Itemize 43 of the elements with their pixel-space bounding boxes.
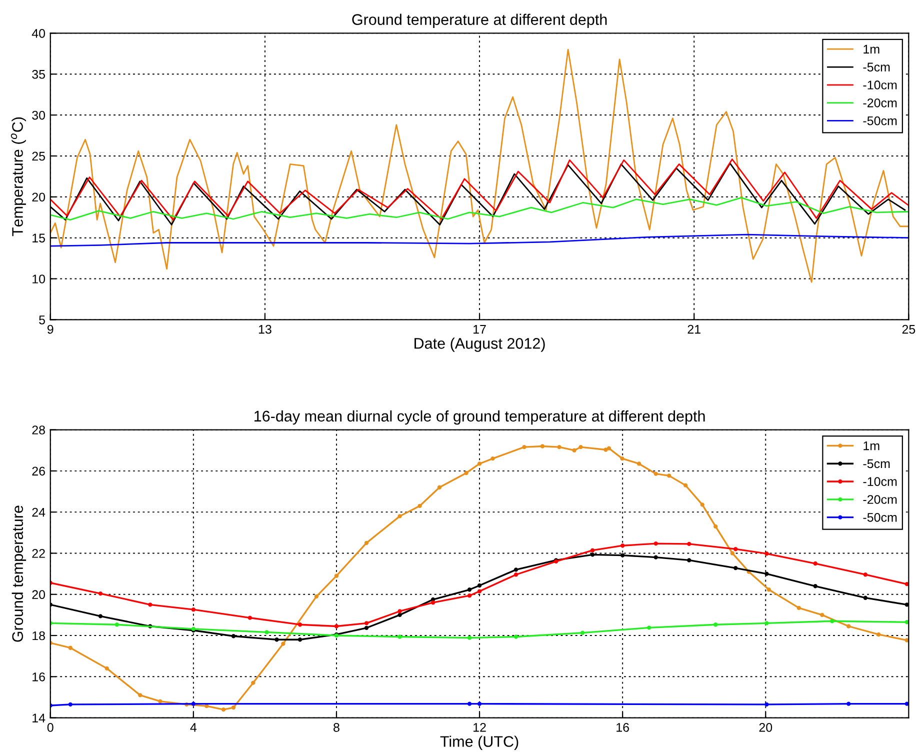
y-tick-label: 24 [32, 508, 46, 517]
x-axis-title: Time (UTC) [440, 736, 518, 750]
x-tick-label: 12 [474, 723, 486, 732]
legend-label: -5cm [863, 459, 890, 468]
y-tick-label: 10 [32, 274, 46, 284]
y-axis-title: Temperature ($^{o}$C) [10, 117, 26, 236]
x-tick-label: 9 [47, 324, 54, 334]
x-tick-label: 20 [759, 723, 772, 732]
legend-label: -10cm [863, 80, 897, 90]
x-tick-label: 21 [688, 324, 700, 334]
x-tick-label: 25 [902, 324, 916, 334]
y-tick-label: 5 [39, 316, 45, 324]
legend-label: 1m [864, 44, 880, 54]
chart-title: 16-day mean diurnal cycle of ground temperature at different depth [254, 410, 705, 425]
y-tick-label: 15 [32, 234, 45, 242]
y-tick-label: 22 [32, 549, 45, 558]
chart-title: Ground temperature at different depth [352, 14, 607, 28]
legend-label: -20cm [863, 495, 897, 504]
y-tick-label: 35 [32, 70, 45, 79]
x-tick-label: 8 [334, 723, 340, 732]
legend-label: -5cm [863, 62, 890, 72]
x-tick-label: 0 [47, 723, 54, 732]
x-tick-label: 4 [190, 723, 197, 732]
y-tick-label: 30 [32, 110, 46, 120]
y-tick-label: 20 [32, 590, 46, 600]
y-tick-label: 18 [32, 631, 45, 640]
y-tick-label: 20 [32, 192, 46, 202]
legend-label: -50cm [863, 116, 897, 126]
y-tick-label: 14 [32, 714, 46, 722]
x-axis-title: Date (August 2012) [414, 338, 545, 352]
legend-label: 1m [864, 441, 880, 450]
y-tick-label: 28 [32, 426, 45, 434]
legend-label: -50cm [863, 512, 897, 522]
x-tick-label: 13 [258, 324, 272, 334]
x-tick-label: 16 [616, 723, 629, 732]
y-tick-label: 26 [32, 466, 45, 476]
legend-label: -10cm [863, 477, 897, 486]
x-tick-label: 17 [474, 325, 486, 334]
y-tick-label: 25 [32, 152, 45, 161]
y-tick-label: 40 [32, 28, 46, 38]
y-axis-title: Ground temperature [12, 506, 26, 642]
y-tick-label: 16 [32, 672, 45, 682]
legend-label: -20cm [863, 98, 897, 108]
